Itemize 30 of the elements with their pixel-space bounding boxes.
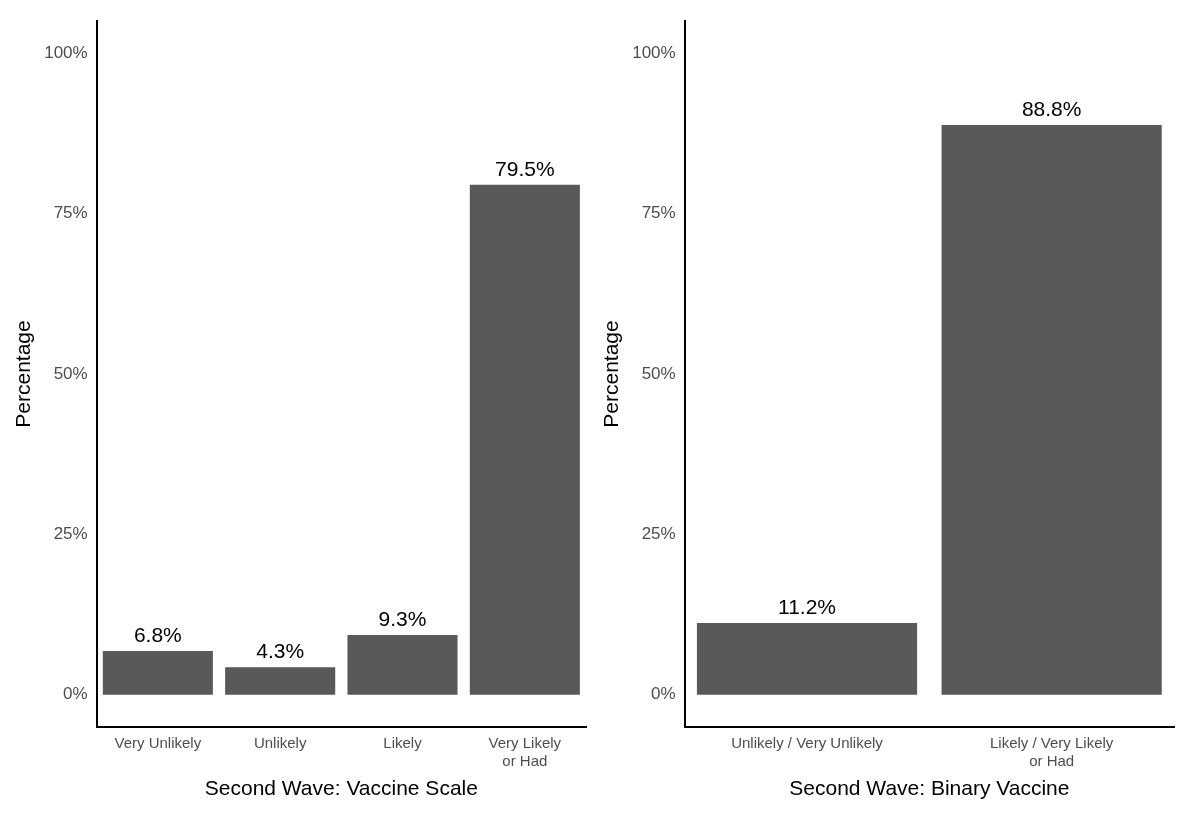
y-axis-title: Percentage <box>599 320 623 428</box>
data-label: 6.8% <box>133 623 182 647</box>
x-tick-label: Very Unlikely <box>114 733 202 751</box>
y-tick-label: 100% <box>44 42 88 62</box>
x-tick-label: Likely <box>383 733 423 751</box>
x-tick-label: Very Likely or Had <box>488 733 562 769</box>
y-tick-label: 50% <box>53 363 88 383</box>
y-tick-label: 25% <box>641 524 676 544</box>
x-tick-label: Likely / Very Likely or Had <box>989 733 1114 769</box>
data-label: 79.5% <box>495 157 555 181</box>
y-tick-label: 75% <box>641 203 676 223</box>
x-tick-label: Unlikely <box>253 733 307 751</box>
bar <box>347 635 458 695</box>
y-tick-label: 50% <box>641 363 676 383</box>
bar <box>469 184 580 695</box>
x-axis-title: Second Wave: Binary Vaccine <box>789 776 1070 800</box>
y-axis-title: Percentage <box>11 320 35 428</box>
x-axis-title: Second Wave: Vaccine Scale <box>204 776 478 800</box>
bar <box>102 651 213 695</box>
y-tick-label: 25% <box>53 524 88 544</box>
data-label: 4.3% <box>256 639 305 663</box>
y-tick-label: 75% <box>53 203 88 223</box>
y-tick-label: 0% <box>63 684 88 704</box>
x-tick-label: Unlikely / Very Unlikely <box>731 733 884 751</box>
y-tick-label: 0% <box>651 684 676 704</box>
bar <box>225 667 336 695</box>
data-label: 9.3% <box>378 607 427 631</box>
data-label: 11.2% <box>778 595 837 619</box>
y-tick-label: 100% <box>632 42 676 62</box>
data-label: 88.8% <box>1021 97 1082 121</box>
